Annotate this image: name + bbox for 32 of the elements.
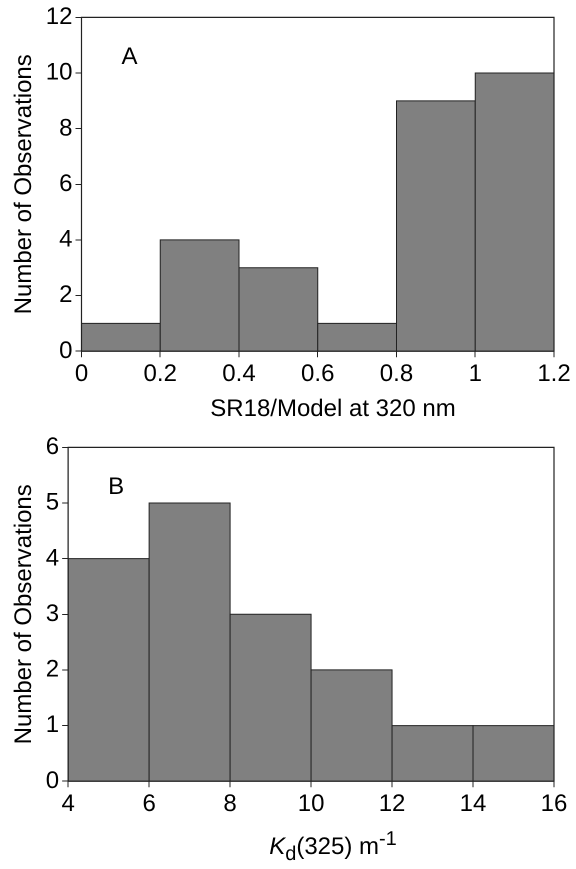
x-tick-label: 1 (468, 360, 482, 388)
x-tick-label: 0.4 (222, 360, 256, 388)
y-tick-label: 4 (59, 226, 72, 253)
x-tick-label: 0.6 (301, 360, 334, 388)
y-tick-label: 2 (59, 281, 72, 308)
y-tick-label: 1 (46, 711, 60, 738)
x-tick-label: 14 (460, 790, 486, 818)
x-axis-title: K$_{d}$(325) m$^{-1}$ (268, 827, 398, 865)
y-tick-label: 5 (46, 488, 60, 516)
x-tick-label: 8 (223, 790, 237, 818)
y-axis-title: Number of Observations (10, 484, 38, 744)
x-tick-label: 6 (142, 790, 156, 818)
x-tick-label: 10 (298, 790, 324, 818)
x-tick-label: 16 (540, 790, 568, 818)
x-tick-label: 1.2 (537, 360, 571, 388)
y-tick-label: 4 (46, 544, 60, 572)
y-tick-label: 10 (46, 58, 72, 86)
y-tick-label: 6 (46, 433, 60, 460)
y-tick-label: 2 (46, 656, 60, 683)
x-tick-label: 0.8 (380, 360, 414, 388)
x-tick-label: 0.2 (144, 360, 177, 388)
annotation: B (108, 473, 124, 500)
annotation: A (121, 43, 138, 70)
y-tick-label: 0 (46, 766, 60, 794)
y-tick-label: 3 (46, 600, 60, 627)
x-tick-label: 12 (378, 790, 406, 818)
y-tick-label: 8 (59, 114, 72, 142)
y-tick-label: 6 (59, 170, 72, 197)
y-tick-label: 0 (59, 336, 72, 364)
y-tick-label: 12 (46, 3, 72, 30)
y-axis-title: Number of Observations (10, 54, 38, 314)
x-axis-title: SR18/Model at 320 nm (209, 394, 457, 424)
